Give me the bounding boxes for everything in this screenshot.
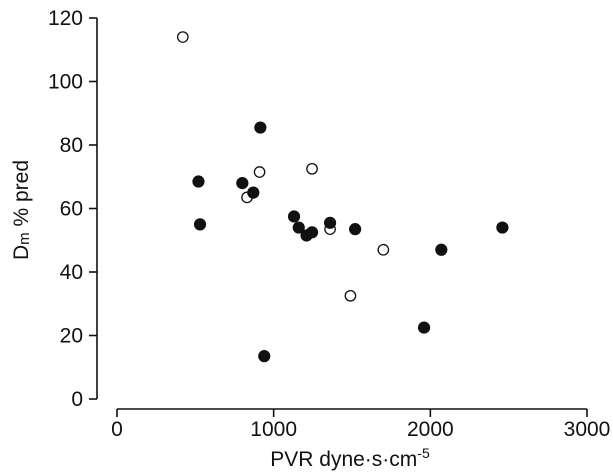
y-tick-label: 20 [60,325,83,348]
y-tick-label: 60 [60,198,83,221]
y-tick-label: 100 [48,71,83,94]
x-axis-title: PVR dyne·s·cm-5 [270,445,430,471]
filled-data-point [192,175,205,188]
filled-data-point [254,121,267,134]
open-data-point [344,289,357,302]
filled-data-point [305,226,319,239]
filled-data-point [435,243,448,256]
y-tick-label: 80 [60,134,83,157]
filled-data-point [247,186,260,199]
open-data-point [306,162,318,175]
filled-data-point [258,350,271,363]
y-tick-label: 120 [48,7,83,30]
data-points [176,31,509,363]
y-axis-title: Dm % pred [10,160,33,260]
axes [96,18,587,410]
open-data-point [176,31,189,43]
filled-data-point [287,210,301,223]
y-tick-label: 40 [60,261,83,284]
filled-data-point [349,223,362,236]
x-tick-label: 1000 [250,418,297,441]
filled-data-point [417,321,431,334]
filled-data-point [193,218,207,231]
filled-data-point [236,177,249,190]
open-data-point [377,243,390,256]
filled-data-point [323,216,337,229]
x-ticks: 0 1000 2000 3000 [111,409,610,441]
y-ticks: 0 20 40 60 80 100 120 [48,7,97,411]
y-tick-label: 0 [71,388,83,411]
filled-data-point [496,221,509,234]
x-tick-label: 2000 [407,418,454,441]
filled-data-point [292,221,305,234]
open-data-point [253,166,266,178]
x-tick-label: 0 [111,418,123,441]
x-tick-label: 3000 [564,418,611,441]
